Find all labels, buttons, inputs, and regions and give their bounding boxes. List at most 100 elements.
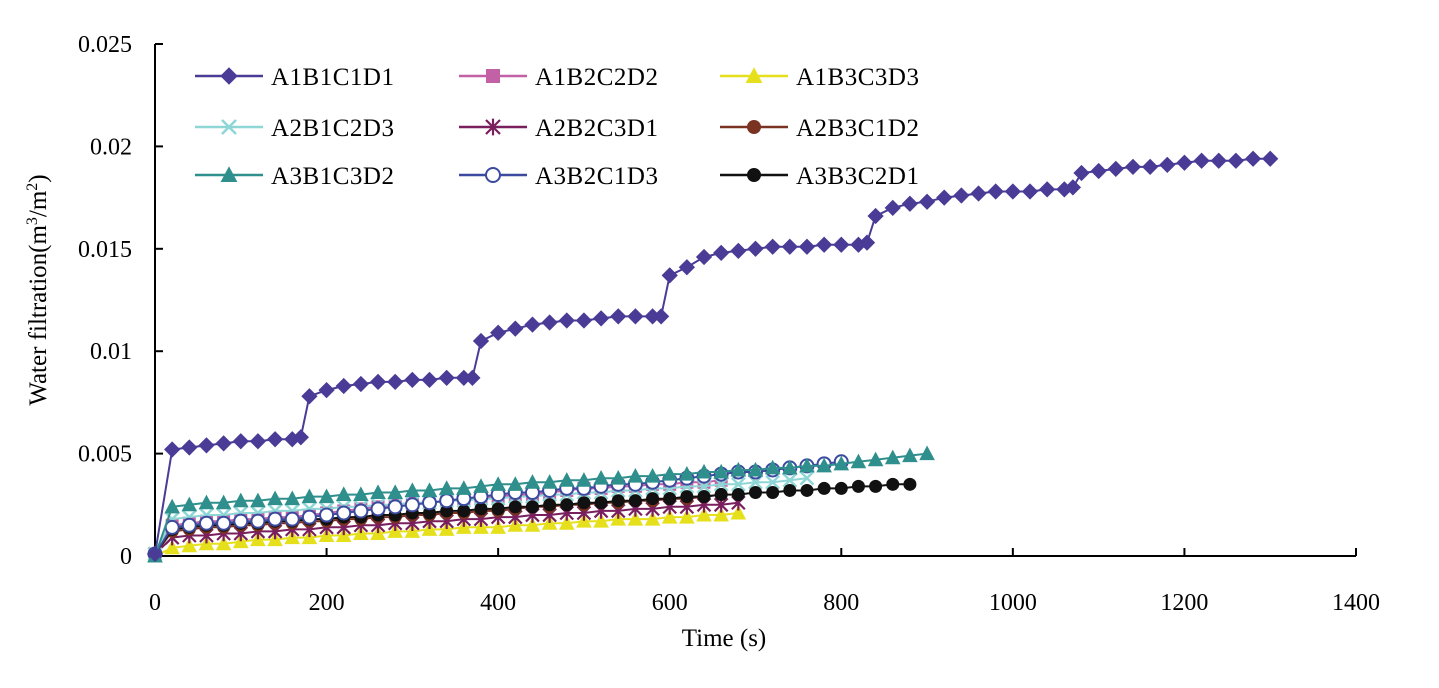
data-point xyxy=(335,486,352,502)
legend-label: A3B1C3D2 xyxy=(271,163,394,190)
data-point xyxy=(661,465,678,481)
y-axis-title-sup1: 3 xyxy=(24,217,41,225)
data-point xyxy=(713,506,729,522)
data-point xyxy=(490,324,507,341)
data-point xyxy=(440,504,454,518)
data-point xyxy=(884,199,901,216)
x-tick-label: 800 xyxy=(823,590,859,616)
legend-label: A1B3C3D3 xyxy=(796,64,919,91)
data-point xyxy=(713,244,730,262)
y-axis-title-end: ) xyxy=(25,174,52,182)
y-tick-label: 0.005 xyxy=(78,442,132,468)
data-point xyxy=(404,497,420,513)
data-point xyxy=(319,507,335,523)
legend: A1B1C1D1 A1B2C2D2 A1B3C3D3 A2B1C2D3 A2B2C3D1… xyxy=(195,64,919,190)
data-point xyxy=(301,388,318,405)
data-point xyxy=(560,498,574,512)
legend-item-A1B1C1D1: A1B1C1D1 xyxy=(195,64,394,91)
data-point xyxy=(457,504,471,518)
data-point xyxy=(216,515,232,531)
data-point xyxy=(653,308,670,325)
data-point xyxy=(644,308,661,325)
data-point xyxy=(455,369,472,386)
legend-item-A1B3C3D3: A1B3C3D3 xyxy=(720,64,919,91)
data-point xyxy=(181,517,197,533)
data-point xyxy=(817,481,831,495)
data-point xyxy=(713,463,729,479)
data-point xyxy=(387,484,403,500)
data-point xyxy=(575,312,593,329)
data-point xyxy=(867,207,884,225)
data-point xyxy=(233,513,249,529)
data-point xyxy=(524,474,541,489)
data-point xyxy=(764,238,781,255)
legend-item-A2B1C2D3: A2B1C2D3 xyxy=(195,115,394,142)
x-tick-label: 0 xyxy=(149,590,161,616)
data-point xyxy=(696,506,712,522)
data-point xyxy=(198,494,215,510)
data-point xyxy=(249,433,267,450)
data-point xyxy=(1193,152,1210,169)
data-point xyxy=(766,486,780,500)
data-point xyxy=(352,375,370,393)
data-point xyxy=(886,477,900,491)
data-point xyxy=(1141,158,1159,176)
data-point xyxy=(730,461,747,477)
data-point xyxy=(903,477,917,491)
data-point xyxy=(798,238,816,255)
data-point xyxy=(284,511,300,527)
data-point xyxy=(781,238,798,255)
data-point xyxy=(284,490,301,506)
data-point xyxy=(1124,158,1142,176)
data-point xyxy=(858,234,876,251)
data-point xyxy=(370,501,386,517)
data-point xyxy=(543,498,557,512)
y-tick-label: 0.015 xyxy=(78,237,132,263)
data-point xyxy=(697,490,711,504)
data-point xyxy=(610,470,627,485)
data-point xyxy=(593,470,609,485)
data-point xyxy=(1064,179,1082,196)
data-point xyxy=(953,187,970,204)
data-point xyxy=(833,236,850,253)
legend-label: A2B1C2D3 xyxy=(271,115,394,142)
legend-label: A3B2C1D3 xyxy=(535,163,658,190)
series-layer xyxy=(146,150,1279,563)
data-point xyxy=(594,496,608,510)
data-point xyxy=(1176,154,1193,171)
data-point xyxy=(851,479,865,493)
data-point xyxy=(730,504,747,520)
data-point xyxy=(764,459,781,475)
legend-label: A1B1C1D1 xyxy=(271,64,394,91)
data-point xyxy=(731,488,745,502)
data-point xyxy=(1004,183,1021,200)
data-point xyxy=(404,482,421,497)
data-point xyxy=(335,377,352,395)
legend-item-A3B2C1D3: A3B2C1D3 xyxy=(459,163,658,190)
legend-item-A3B1C3D2: A3B1C3D2 xyxy=(195,163,394,190)
data-point xyxy=(765,474,781,490)
legend-marker xyxy=(747,168,761,182)
x-tick-label: 1000 xyxy=(989,590,1037,616)
x-tick-label: 200 xyxy=(309,590,345,616)
axes xyxy=(154,44,1356,557)
series-line xyxy=(154,452,928,557)
data-point xyxy=(919,445,935,461)
data-point xyxy=(438,369,455,386)
data-point xyxy=(421,482,438,497)
data-point xyxy=(353,503,369,519)
data-point xyxy=(439,493,455,509)
data-point xyxy=(423,506,437,520)
data-point xyxy=(627,308,644,325)
data-point xyxy=(577,496,591,510)
data-point xyxy=(524,316,541,333)
data-point xyxy=(987,183,1004,200)
data-point xyxy=(936,189,953,206)
data-point xyxy=(464,369,481,386)
data-point xyxy=(292,429,309,446)
y-axis-title-main: Water filtration(m xyxy=(25,225,52,406)
x-tick-label: 400 xyxy=(480,590,516,616)
data-point xyxy=(816,457,832,473)
x-tick-label: 1400 xyxy=(1332,590,1380,616)
data-point xyxy=(1262,150,1279,167)
